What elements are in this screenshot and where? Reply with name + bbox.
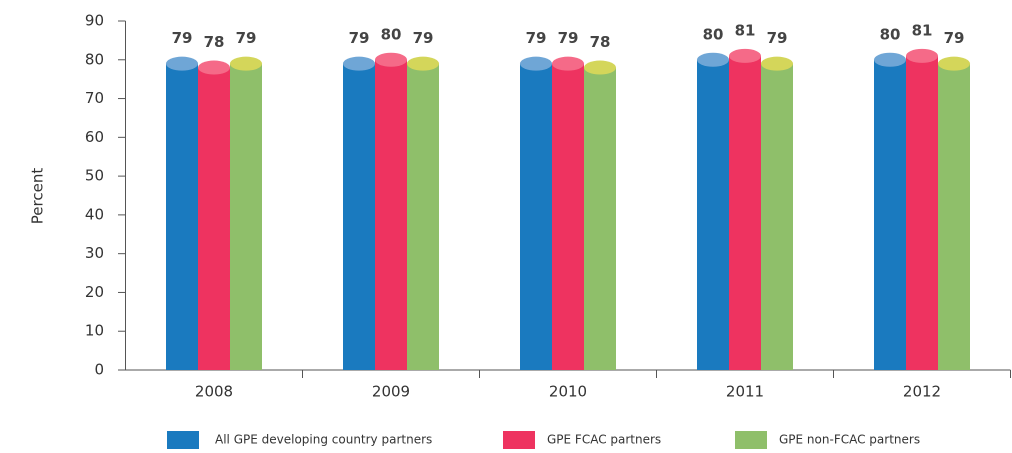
bar-top <box>198 60 230 75</box>
bar <box>938 63 970 371</box>
bar <box>230 63 262 371</box>
y-tick-label: 50 <box>85 167 104 185</box>
y-axis-label: Percent <box>29 168 47 225</box>
x-tick-label: 2010 <box>549 383 587 401</box>
y-tick-label: 0 <box>94 361 104 379</box>
bar <box>761 63 793 371</box>
bar-top <box>552 56 584 71</box>
bar-top <box>343 56 375 71</box>
legend-swatch <box>167 431 199 449</box>
bar <box>874 59 906 371</box>
y-tick-label: 20 <box>85 283 104 301</box>
bar <box>198 67 230 371</box>
bar-top <box>729 48 761 63</box>
legend-swatch <box>503 431 535 449</box>
value-label: 78 <box>590 33 611 51</box>
bar <box>520 63 552 371</box>
bar <box>906 55 938 371</box>
bar-top <box>166 56 198 71</box>
value-label: 79 <box>526 29 547 47</box>
x-tick-label: 2012 <box>903 383 941 401</box>
value-label: 80 <box>703 25 724 43</box>
bar <box>375 59 407 371</box>
legend-swatch <box>735 431 767 449</box>
value-label: 80 <box>880 25 901 43</box>
bar-top <box>520 56 552 71</box>
bar-top <box>938 56 970 71</box>
y-tick-label: 40 <box>85 205 104 223</box>
y-tick-label: 30 <box>85 244 104 262</box>
x-tick-label: 2009 <box>372 383 410 401</box>
value-label: 79 <box>944 29 965 47</box>
y-tick-label: 10 <box>85 322 104 340</box>
value-label: 81 <box>735 21 756 39</box>
value-label: 79 <box>172 29 193 47</box>
bar <box>166 63 198 371</box>
bar-top <box>906 48 938 63</box>
legend-label: All GPE developing country partners <box>215 433 432 447</box>
bar <box>584 67 616 371</box>
bar-top <box>584 60 616 75</box>
value-label: 79 <box>413 29 434 47</box>
bar-top <box>375 52 407 67</box>
value-label: 81 <box>912 21 933 39</box>
value-label: 78 <box>204 33 225 51</box>
value-label: 80 <box>381 25 402 43</box>
y-tick-label: 80 <box>85 50 104 68</box>
value-label: 79 <box>767 29 788 47</box>
bar <box>343 63 375 371</box>
x-tick-label: 2008 <box>195 383 233 401</box>
y-tick-label: 90 <box>85 12 104 30</box>
bar <box>552 63 584 371</box>
value-label: 79 <box>236 29 257 47</box>
value-label: 79 <box>349 29 370 47</box>
bar <box>729 55 761 371</box>
bar <box>697 59 729 371</box>
y-tick-label: 70 <box>85 89 104 107</box>
legend-label: GPE non-FCAC partners <box>779 433 920 447</box>
value-label: 79 <box>558 29 579 47</box>
x-tick-label: 2011 <box>726 383 764 401</box>
bar-top <box>407 56 439 71</box>
bar <box>407 63 439 371</box>
bar-top <box>761 56 793 71</box>
bar-top <box>230 56 262 71</box>
y-tick-label: 60 <box>85 128 104 146</box>
legend-label: GPE FCAC partners <box>547 433 661 447</box>
bar-top <box>874 52 906 67</box>
bar-top <box>697 52 729 67</box>
